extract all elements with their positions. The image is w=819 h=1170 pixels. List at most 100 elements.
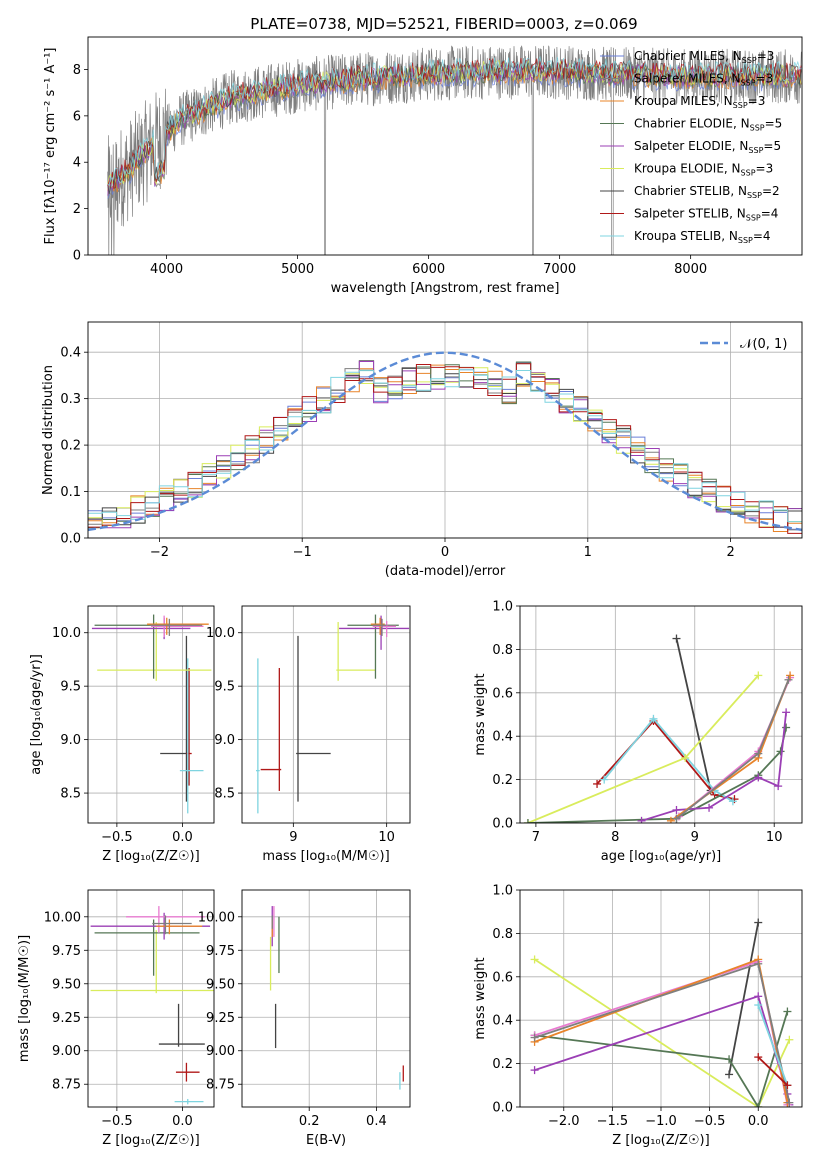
x-tick-label: 0.4 (366, 1114, 387, 1129)
weight-marker (672, 634, 681, 643)
spectrum-data (107, 45, 802, 255)
legend-label: 𝒩(0, 1) (740, 337, 787, 352)
weight-line-3 (527, 674, 759, 823)
x-tick-label: −0.5 (694, 1114, 726, 1129)
legend-label: Kroupa ELODIE, NSSP=3 (634, 162, 773, 178)
axes-frame (87, 605, 215, 824)
panel-weight_vs_age: 7 8 9 10 0.0 0.2 0.4 0.6 0.8 1.0 age [log₁₀(age/yr… (473, 600, 803, 864)
error-point-8 (149, 618, 203, 636)
legend-label: Chabrier MILES, NSSP=3 (634, 49, 774, 65)
weight-marker (600, 775, 609, 784)
weight-marker (754, 671, 763, 680)
y-tick-label: 10.0 (206, 626, 235, 641)
weight-marker (754, 992, 763, 1001)
histogram-8 (88, 369, 802, 523)
x-axis-label: (data-model)/error (385, 564, 506, 579)
x-tick-label: −0.5 (101, 830, 133, 845)
x-tick-label: 6000 (412, 262, 445, 277)
panel-mass_vs_Z: −0.5 0.0 8.75 9.00 9.25 9.50 9.75 10.00 Z [log₁₀… (17, 889, 215, 1148)
y-tick-label: 10.00 (198, 910, 235, 925)
weight-marker (754, 1103, 763, 1107)
error-point-7 (156, 919, 203, 935)
x-tick-label: 0.0 (748, 1114, 769, 1129)
y-tick-label: 4 (73, 156, 81, 171)
y-tick-label: 9.75 (52, 944, 81, 959)
y-tick-label: 9.75 (206, 944, 235, 959)
x-axis-label: Z [log₁₀(Z/Z☉)] (102, 849, 199, 864)
panel-weight_vs_Z: −2.0 −1.5 −1.0 −0.5 0.0 0.0 0.2 0.4 0.6 0.8 1.0 Z [… (473, 884, 803, 1148)
y-axis-label: mass weight (473, 957, 488, 1039)
error-point-2 (179, 658, 204, 814)
y-tick-label: 8.75 (52, 1078, 81, 1093)
legend-label: Chabrier STELIB, NSSP=2 (634, 184, 780, 200)
y-tick-label: 0.0 (60, 532, 81, 547)
y-tick-label: 0.8 (492, 643, 513, 658)
x-tick-label: −2 (150, 545, 169, 560)
model-line-8 (107, 55, 802, 187)
y-tick-label: 0.4 (492, 730, 513, 745)
error-point-1 (260, 668, 282, 791)
y-tick-label: 6 (73, 109, 81, 124)
legend-label: Chabrier ELODIE, NSSP=5 (634, 117, 782, 133)
x-axis-label: E(B-V) (306, 1133, 346, 1148)
histogram-3 (88, 361, 802, 529)
plot-area (242, 606, 410, 823)
x-axis-label: wavelength [Angstrom, rest frame] (331, 281, 560, 296)
y-tick-label: 0.4 (492, 1014, 513, 1029)
axes-frame (87, 36, 803, 256)
y-axis-label: Normed distribution (41, 365, 56, 495)
error-point-3 (90, 930, 214, 994)
y-axis-label: mass weight (473, 673, 488, 755)
figure-title: PLATE=0738, MJD=52521, FIBERID=0003, z=0… (250, 15, 637, 33)
weight-line-5 (641, 712, 787, 822)
x-tick-label: 9 (289, 830, 297, 845)
weight-line-2 (534, 1011, 789, 1107)
weight-marker (774, 782, 783, 791)
model-line-5 (107, 58, 802, 185)
plot-area (242, 890, 410, 1107)
y-axis-label: Flux [fλ10⁻¹⁷ erg cm⁻² s⁻¹ A⁻¹] (43, 48, 58, 245)
x-tick-label: 10 (766, 830, 783, 845)
y-tick-label: 9.50 (52, 977, 81, 992)
y-tick-label: 9.25 (52, 1011, 81, 1026)
y-tick-label: 0.3 (60, 392, 81, 407)
x-tick-label: 8000 (674, 262, 707, 277)
axes-frame (241, 889, 411, 1108)
error-point-0 (158, 1003, 205, 1047)
y-tick-label: 9.50 (206, 977, 235, 992)
x-axis-label: Z [log₁₀(Z/Z☉)] (612, 1133, 709, 1148)
x-tick-label: 2 (726, 545, 734, 560)
y-tick-label: 0.8 (492, 927, 513, 942)
weight-marker (530, 1033, 539, 1042)
x-tick-label: 0.2 (299, 1114, 320, 1129)
weight-line-4 (527, 727, 787, 823)
error-point-0 (160, 635, 190, 802)
x-tick-label: 1 (584, 545, 592, 560)
y-tick-label: 10.0 (52, 626, 81, 641)
y-tick-label: 9.0 (60, 733, 81, 748)
panel-residuals: −2 −1 0 1 2 0.0 0.1 0.2 0.3 0.4 (data-model)/error… (41, 321, 803, 579)
weight-marker (725, 1070, 734, 1079)
model-line-2 (107, 64, 802, 193)
y-tick-label: 8.5 (60, 787, 81, 802)
y-tick-label: 1.0 (492, 884, 513, 899)
weight-marker (530, 1066, 539, 1075)
weight-marker (782, 708, 791, 717)
y-tick-label: 2 (73, 202, 81, 217)
y-tick-label: 10.00 (44, 910, 81, 925)
weight-marker (754, 1053, 763, 1062)
weight-marker (776, 747, 785, 756)
normal-curve (88, 351, 802, 532)
x-axis-label: age [log₁₀(age/yr)] (601, 849, 722, 864)
y-tick-label: 0.0 (492, 817, 513, 832)
y-axis-label: age [log₁₀(age/yr)] (29, 654, 44, 775)
legend-label: Kroupa MILES, NSSP=3 (634, 94, 765, 110)
weight-marker (786, 671, 795, 680)
error-point-5 (339, 615, 410, 650)
error-point-3 (97, 622, 212, 681)
y-axis-label: mass [log₁₀(M/M☉)] (17, 935, 32, 1062)
weight-line-0 (675, 638, 712, 791)
plot-area (88, 606, 214, 823)
axes-frame (519, 605, 803, 824)
panel-mass_vs_ebv: 0.2 0.4 8.75 9.00 9.25 9.50 9.75 10.00 E(B-V) (198, 889, 411, 1148)
